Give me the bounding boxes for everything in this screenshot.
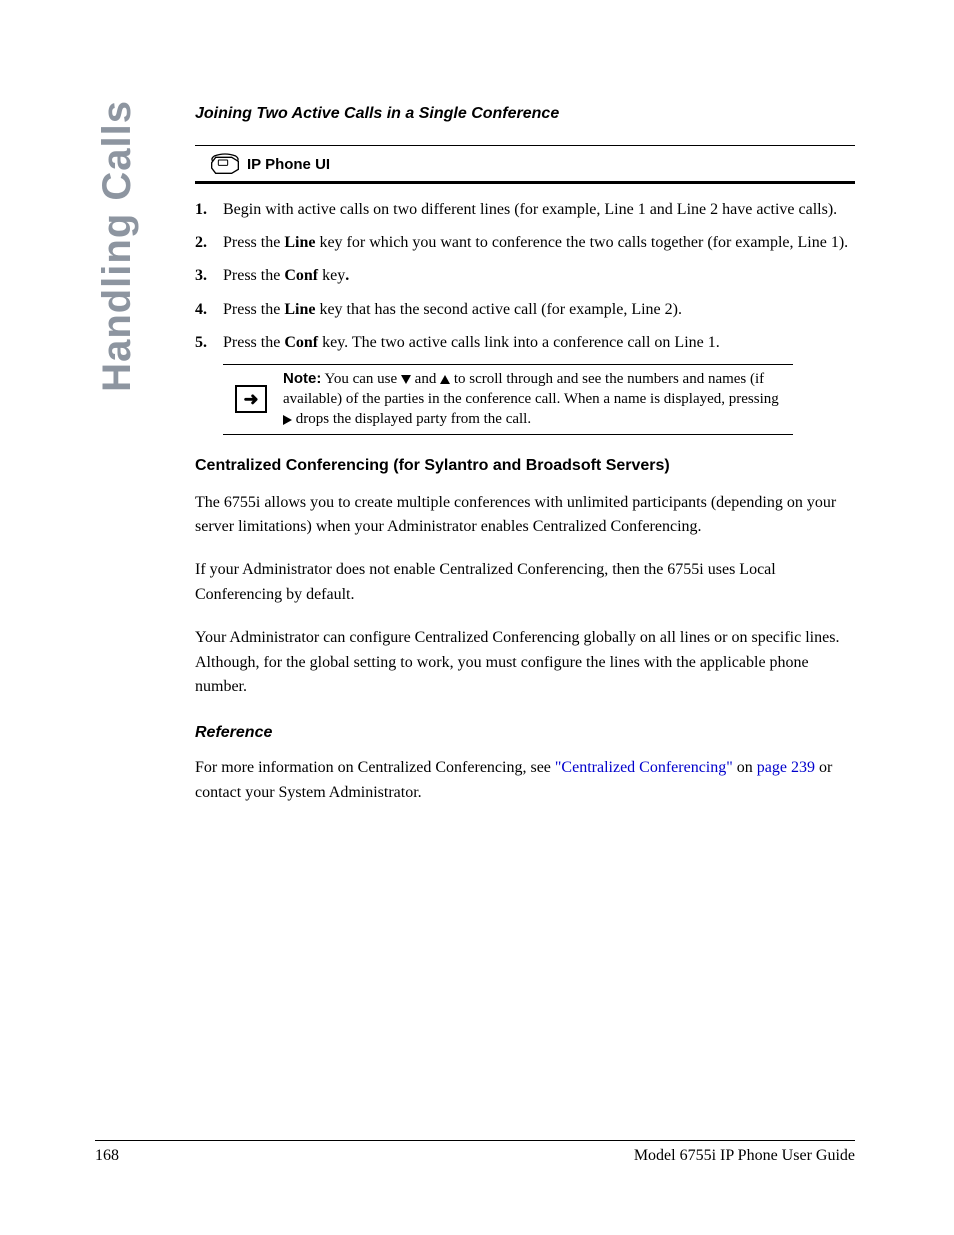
step-3-text-c: key: [318, 267, 345, 284]
note-t4: drops the displayed party from the call.: [292, 411, 531, 427]
reference-para: For more information on Centralized Conf…: [195, 756, 855, 806]
step-5-bold: Conf: [284, 334, 318, 351]
reference-heading: Reference: [195, 724, 855, 742]
para-1: The 6755i allows you to create multiple …: [195, 491, 855, 541]
ui-header-rule-bottom: [195, 181, 855, 184]
note-t2: and: [411, 371, 440, 387]
step-4: Press the Line key that has the second a…: [195, 298, 855, 321]
para-2: If your Administrator does not enable Ce…: [195, 558, 855, 608]
step-1: Begin with active calls on two different…: [195, 198, 855, 221]
ui-header: IP Phone UI: [195, 150, 855, 178]
triangle-up-icon: [440, 375, 450, 384]
step-2: Press the Line key for which you want to…: [195, 231, 855, 254]
ref-t2: on: [733, 759, 757, 776]
step-4-text-a: Press the: [223, 301, 284, 318]
side-tab: Handling Calls: [95, 100, 140, 392]
step-2-bold: Line: [284, 234, 315, 251]
steps-list: Begin with active calls on two different…: [195, 198, 855, 354]
section-title: Joining Two Active Calls in a Single Con…: [195, 105, 855, 123]
ref-t1: For more information on Centralized Conf…: [195, 759, 555, 776]
step-2-text-c: key for which you want to conference the…: [315, 234, 848, 251]
arrow-right-icon: ➜: [235, 385, 267, 413]
step-3-bold: Conf: [284, 267, 318, 284]
step-5: Press the Conf key. The two active calls…: [195, 331, 855, 354]
ui-header-label: IP Phone UI: [247, 156, 330, 173]
note-t1: You can use: [321, 371, 401, 387]
step-5-text-a: Press the: [223, 334, 284, 351]
step-3-text-a: Press the: [223, 267, 284, 284]
note-icon-cell: ➜: [223, 364, 279, 434]
triangle-right-icon: [283, 415, 292, 425]
page-footer: 168 Model 6755i IP Phone User Guide: [95, 1140, 855, 1165]
reference-link-page[interactable]: page 239: [757, 759, 815, 776]
step-5-text-c: key. The two active calls link into a co…: [318, 334, 720, 351]
note-text: Note: You can use and to scroll through …: [279, 364, 793, 434]
phone-icon: [209, 153, 241, 175]
triangle-down-icon: [401, 375, 411, 384]
note-box: ➜ Note: You can use and to scroll throug…: [223, 364, 793, 435]
reference-link-topic[interactable]: "Centralized Conferencing": [555, 759, 733, 776]
page-number: 168: [95, 1147, 119, 1165]
step-1-text: Begin with active calls on two different…: [223, 201, 837, 218]
page-content: Joining Two Active Calls in a Single Con…: [195, 105, 855, 824]
step-4-bold: Line: [284, 301, 315, 318]
subsection-heading: Centralized Conferencing (for Sylantro a…: [195, 457, 855, 475]
footer-title: Model 6755i IP Phone User Guide: [634, 1147, 855, 1165]
ui-header-rule-top: [195, 145, 855, 146]
step-4-text-c: key that has the second active call (for…: [315, 301, 682, 318]
step-3-text-d: .: [345, 267, 349, 284]
para-3: Your Administrator can configure Central…: [195, 626, 855, 700]
step-3: Press the Conf key.: [195, 264, 855, 287]
note-label: Note:: [283, 370, 321, 387]
step-2-text-a: Press the: [223, 234, 284, 251]
